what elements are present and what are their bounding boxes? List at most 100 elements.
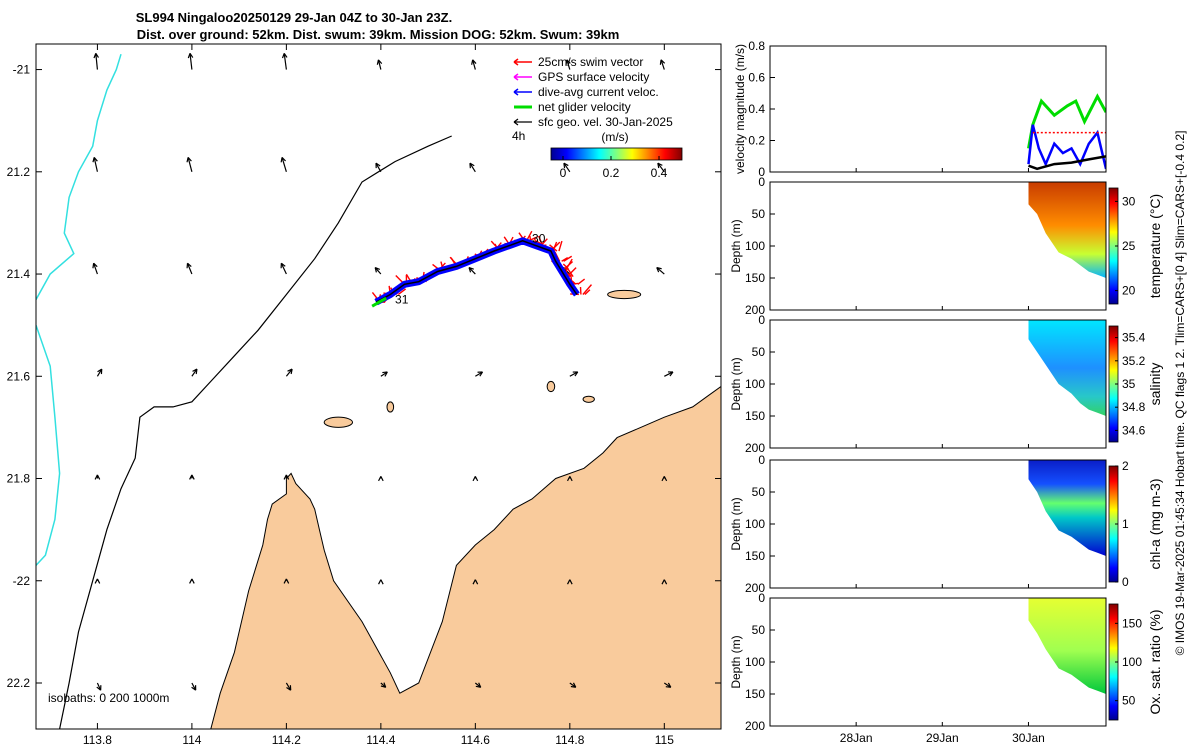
track-line <box>375 240 578 303</box>
geo-vector-shaft <box>475 371 483 377</box>
section-panel-oxygen: 0 50 100 150 200 Depth (m) 50 100 150 Ox. sat. ra… <box>729 591 1163 733</box>
geo-vector-shaft <box>191 682 197 691</box>
legend-diveavg-arrow <box>513 88 519 96</box>
geo-vector-shaft <box>374 267 382 275</box>
geo-vector <box>378 579 384 585</box>
legend-swim-label: 25cm/s swim vector <box>538 55 643 69</box>
geo-vector <box>378 476 384 482</box>
map-x-tick-label: 115 <box>655 733 674 747</box>
velocity-colorbar-tick-label: 0 <box>560 166 567 180</box>
geo-vector-head <box>565 59 571 65</box>
section-colorbar-tick-label: 34.6 <box>1122 423 1146 437</box>
section-panel-chla: 0 50 100 150 200 Depth (m) 0 1 2 chl-a (mg m-3) <box>729 453 1163 595</box>
geo-vector-head <box>656 266 662 273</box>
section-y-tick-label: 50 <box>752 207 766 221</box>
island-3 <box>582 395 595 403</box>
geo-vector <box>661 579 668 585</box>
time-tick-label: 29Jan <box>926 731 959 745</box>
section-y-tick-label: 0 <box>758 313 765 327</box>
isobath-200m-lower <box>36 324 61 566</box>
velocity-y-tick-label: 0.4 <box>748 102 765 116</box>
geo-vector <box>375 162 382 173</box>
velocity-colorbar-tick-label: 0.2 <box>603 166 620 180</box>
velocity-series-line <box>1027 124 1106 170</box>
geo-vector-head <box>92 262 98 269</box>
geo-vector <box>94 474 101 480</box>
map-x-tick-label: 114.8 <box>555 733 584 747</box>
geo-vector-head <box>283 474 290 480</box>
geo-vector <box>186 262 193 275</box>
geo-vector-head <box>661 476 668 482</box>
geo-vector-shaft <box>377 59 382 70</box>
geo-vector-shaft <box>285 368 293 377</box>
geo-vector-head <box>659 59 666 65</box>
geo-vector <box>563 162 571 173</box>
swim-vector <box>563 255 573 262</box>
geo-vector-head <box>468 266 474 273</box>
section-colorbar-tick-label: 25 <box>1122 239 1136 253</box>
geo-vector-shaft <box>468 267 476 275</box>
section-colorbar-tick-label: 34.8 <box>1122 400 1146 414</box>
geo-vector-shaft <box>656 267 665 275</box>
track-day-label: 31 <box>395 293 409 307</box>
geo-vector <box>472 476 479 482</box>
geo-vector-head <box>280 156 286 163</box>
time-tick-label: 28Jan <box>840 731 873 745</box>
velocity-colorbar-tick-label: 0.4 <box>651 166 668 180</box>
geo-vector <box>569 371 579 377</box>
geo-vector-head <box>189 578 195 584</box>
glider-track: 30 31 <box>371 230 592 308</box>
section-y-tick-label: 150 <box>745 549 765 563</box>
geo-vector-head <box>94 578 101 584</box>
geo-vector <box>474 682 482 688</box>
section-colorbar-label: salinity <box>1147 363 1163 406</box>
geo-vector-head <box>657 162 663 169</box>
velocity-series-line <box>1027 93 1106 149</box>
geo-vector-shaft <box>285 682 292 691</box>
geo-vector <box>471 59 477 70</box>
swim-vector <box>582 284 592 295</box>
geo-vector <box>656 266 665 275</box>
geo-vector <box>280 156 287 172</box>
geo-vector <box>664 371 674 377</box>
section-y-tick-label: 100 <box>745 377 765 391</box>
geo-vector <box>566 476 573 482</box>
geo-vector-head <box>186 156 192 163</box>
geo-vector-shaft <box>96 368 103 377</box>
velocity-colorbar-ticks: 0 0.2 0.4 <box>560 156 668 180</box>
section-ylabel: Depth (m) <box>729 219 743 272</box>
geo-vector-shaft <box>283 53 287 70</box>
geo-vector <box>376 59 383 70</box>
geo-vector-head <box>93 53 99 59</box>
geo-vector <box>189 474 195 480</box>
legend-sfcgeo-arrow <box>513 118 519 126</box>
map-islands <box>323 289 642 428</box>
section-colorbar-tick-label: 2 <box>1122 459 1129 473</box>
geo-vector-head <box>191 685 197 691</box>
geo-vector-shaft <box>563 162 571 173</box>
geo-vector-head <box>566 476 573 482</box>
geo-vector <box>186 156 193 172</box>
isobaths-note: isobaths: 0 200 1000m <box>48 691 169 705</box>
geo-vector <box>285 368 293 377</box>
geo-vector <box>94 578 101 584</box>
geo-vector-head <box>283 578 290 584</box>
geo-vector-shaft <box>186 263 193 275</box>
velocity-colorbar <box>550 147 683 161</box>
map-y-tick-label: 22.2 <box>7 676 31 690</box>
geo-vector-shaft <box>93 157 98 172</box>
section-panel-salinity: 0 50 100 150 200 Depth (m) 34.6 34.8 35 35.2 35.4 s… <box>729 313 1163 455</box>
figure-title-line2: Dist. over ground: 52km. Dist. swum: 39k… <box>137 27 620 42</box>
geo-vector-shaft <box>280 262 287 275</box>
section-colorbar-tick-label: 100 <box>1122 655 1142 669</box>
isobath-200m <box>36 53 122 300</box>
section-y-tick-label: 200 <box>745 303 765 317</box>
geo-vector-shaft <box>95 53 99 70</box>
geo-vector-head <box>477 371 484 377</box>
legend-gps-label: GPS surface velocity <box>538 70 649 84</box>
track-day-label: 30 <box>532 231 546 245</box>
geo-vector <box>468 266 476 275</box>
geo-vector-head <box>475 682 482 688</box>
geo-vector-shaft <box>191 368 198 377</box>
geo-vector <box>475 371 484 377</box>
